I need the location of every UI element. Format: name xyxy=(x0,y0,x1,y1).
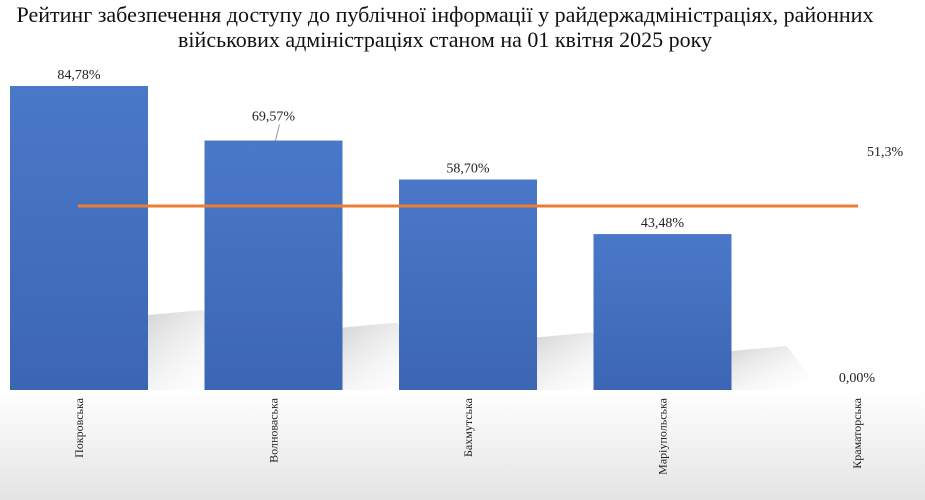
chart-title-line-1: Рейтинг забезпечення доступу до публічно… xyxy=(17,2,874,27)
category-label: Краматорська xyxy=(850,397,864,468)
floor-band xyxy=(0,390,925,500)
bar xyxy=(204,140,343,390)
value-label: 0,00% xyxy=(839,371,876,386)
value-label: 43,48% xyxy=(641,216,685,231)
category-label: Маріупольська xyxy=(656,397,670,475)
bar xyxy=(10,86,148,390)
category-labels: Покровська Волноваська Бахмутська Маріуполь… xyxy=(72,397,864,475)
average-line-group: 51,3% xyxy=(78,145,904,208)
category-label: Волноваська xyxy=(267,397,281,463)
label-leaders xyxy=(275,124,280,141)
value-labels: 84,78% 69,57% 58,70% 43,48% 0,00% xyxy=(57,68,875,386)
average-label: 51,3% xyxy=(867,145,904,160)
bars xyxy=(10,86,732,390)
category-label: Покровська xyxy=(72,397,86,458)
value-label: 84,78% xyxy=(57,68,101,83)
bar xyxy=(399,179,537,390)
value-label: 58,70% xyxy=(446,162,490,177)
label-leader-line xyxy=(275,124,280,141)
bar-shadow xyxy=(731,346,822,390)
bar xyxy=(593,234,732,390)
category-label: Бахмутська xyxy=(461,397,475,457)
chart-title-line-2: військових адміністраціях станом на 01 к… xyxy=(178,27,712,52)
value-label: 69,57% xyxy=(252,110,296,125)
